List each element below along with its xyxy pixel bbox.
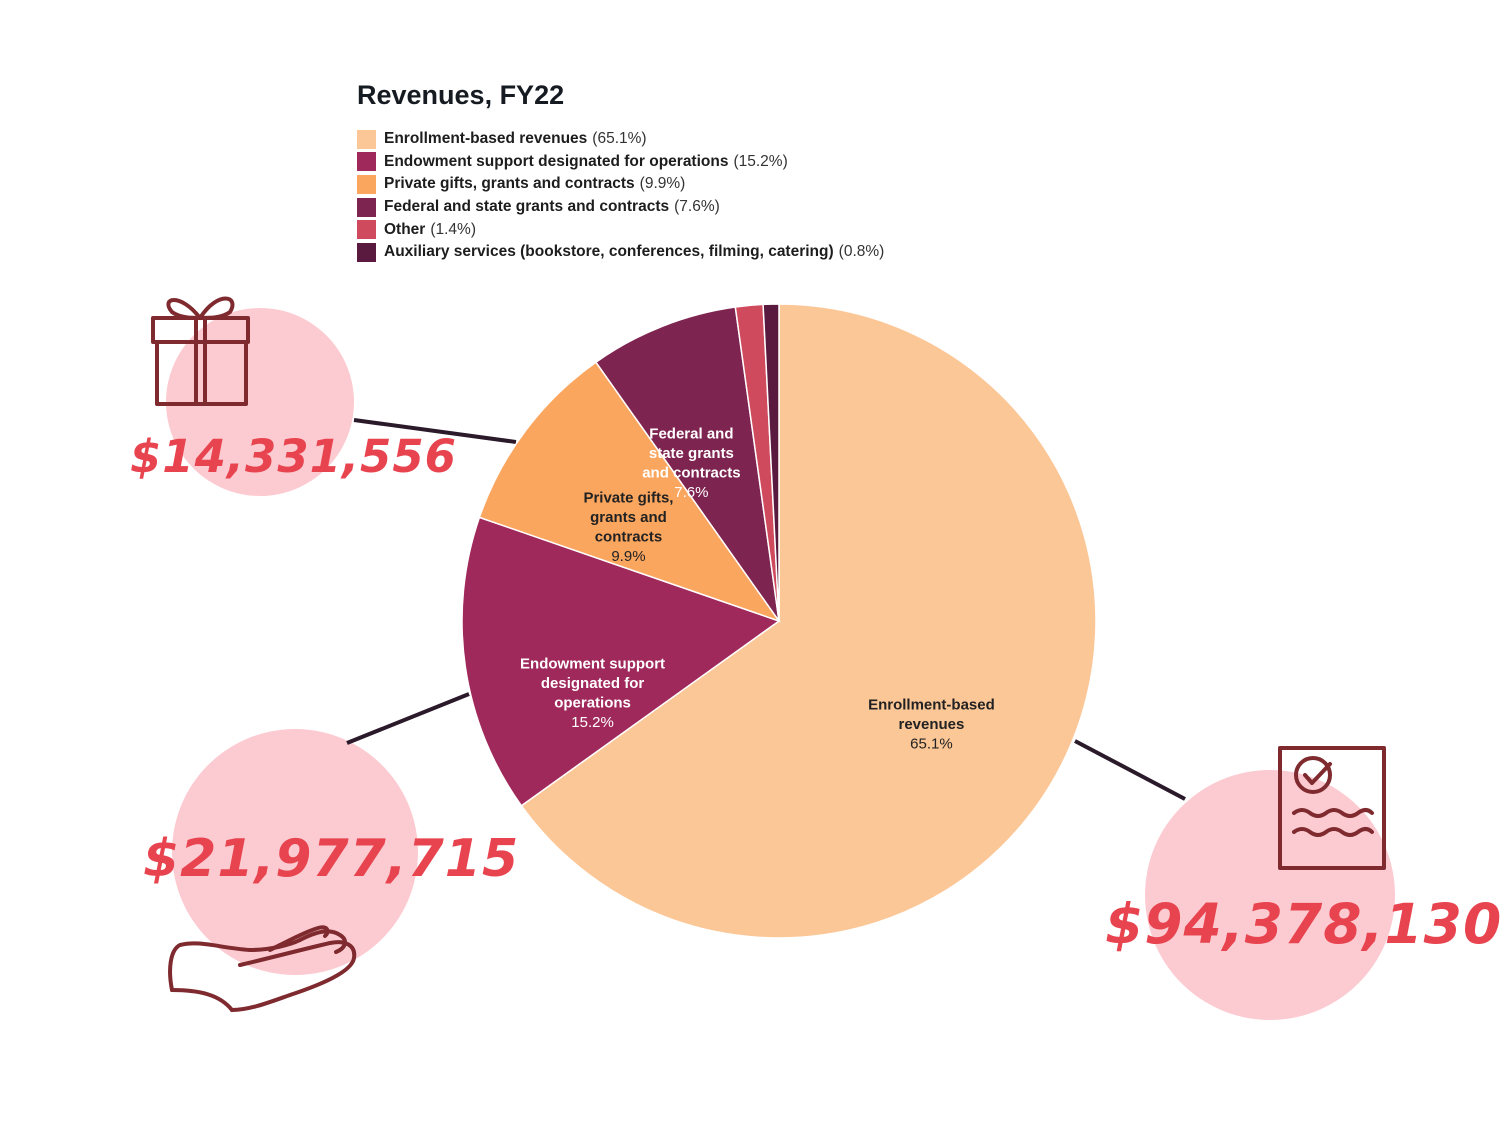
slice-label: grants and bbox=[590, 509, 667, 526]
legend-label: Federal and state grants and contracts bbox=[384, 198, 670, 216]
legend-swatch bbox=[357, 152, 376, 172]
slice-label: state grants bbox=[649, 445, 734, 462]
legend-label: Auxiliary services (bookstore, conferenc… bbox=[384, 243, 834, 261]
legend-label: Enrollment-based revenues bbox=[384, 130, 588, 148]
slice-value-label: 7.6% bbox=[674, 484, 708, 501]
legend-percent: (65.1%) bbox=[592, 130, 647, 148]
callout-circle-enrollment bbox=[1145, 770, 1395, 1020]
slice-value-label: 65.1% bbox=[910, 735, 953, 752]
slice-label: revenues bbox=[898, 716, 964, 733]
legend-item: Endowment support designated for operati… bbox=[357, 151, 884, 174]
amount-private-gifts: $14,331,556 bbox=[130, 430, 457, 483]
legend-item: Private gifts, grants and contracts (9.9%… bbox=[357, 173, 884, 196]
pie-slice-labels: Enrollment-based revenues 65.1% Endowment s… bbox=[520, 426, 995, 753]
slice-label: operations bbox=[554, 694, 631, 711]
legend-percent: (1.4%) bbox=[430, 220, 476, 238]
slice-label: contracts bbox=[595, 529, 663, 546]
slice-value-label: 9.9% bbox=[611, 548, 645, 565]
callout-circle-endowment bbox=[172, 729, 418, 975]
legend-swatch bbox=[357, 242, 376, 262]
legend-swatch bbox=[357, 129, 376, 149]
amount-enrollment: $94,378,130 bbox=[1105, 892, 1500, 956]
leader-line-gifts bbox=[353, 418, 517, 444]
slice-label: Enrollment-based bbox=[868, 696, 995, 713]
chart-title: Revenues, FY22 bbox=[357, 80, 565, 110]
legend-percent: (9.9%) bbox=[639, 175, 686, 193]
slice-label: Federal and bbox=[649, 426, 733, 443]
slice-label: Private gifts, bbox=[583, 490, 673, 507]
callout-circle-gifts bbox=[166, 308, 354, 496]
hand-icon bbox=[168, 925, 357, 1012]
legend-percent: (0.8%) bbox=[838, 243, 885, 261]
legend-label: Private gifts, grants and contracts bbox=[384, 175, 635, 193]
document-check-icon bbox=[1278, 746, 1386, 870]
leader-line-enrollment bbox=[1074, 739, 1186, 801]
gift-icon bbox=[151, 296, 250, 406]
legend-percent: (7.6%) bbox=[674, 198, 720, 216]
legend-item: Auxiliary services (bookstore, conferenc… bbox=[357, 241, 884, 264]
amount-endowment: $21,977,715 bbox=[143, 829, 519, 889]
leader-line-endowment bbox=[346, 692, 470, 745]
slice-value-label: 15.2% bbox=[571, 714, 614, 731]
slice-label: and contracts bbox=[642, 465, 740, 482]
slice-label: Endowment support bbox=[520, 655, 665, 672]
pie-slice-0 bbox=[520, 303, 1097, 939]
pie-slice-2 bbox=[478, 361, 781, 623]
legend-item: Other (1.4%) bbox=[357, 218, 884, 241]
legend-swatch bbox=[357, 197, 376, 217]
legend-item: Enrollment-based revenues (65.1%) bbox=[357, 128, 884, 151]
legend-percent: (15.2%) bbox=[733, 152, 788, 170]
legend-swatch bbox=[357, 174, 376, 194]
pie-slices bbox=[461, 303, 1097, 939]
slice-label: designated for bbox=[541, 675, 645, 692]
legend: Enrollment-based revenues (65.1%) Endowmen… bbox=[357, 128, 884, 264]
legend-label: Endowment support designated for operati… bbox=[384, 152, 729, 170]
legend-label: Other bbox=[384, 220, 426, 238]
legend-swatch bbox=[357, 220, 376, 240]
pie-slice-5 bbox=[762, 303, 780, 622]
legend-item: Federal and state grants and contracts (7… bbox=[357, 196, 884, 219]
pie-slice-3 bbox=[594, 306, 780, 622]
pie-slice-1 bbox=[461, 516, 781, 807]
